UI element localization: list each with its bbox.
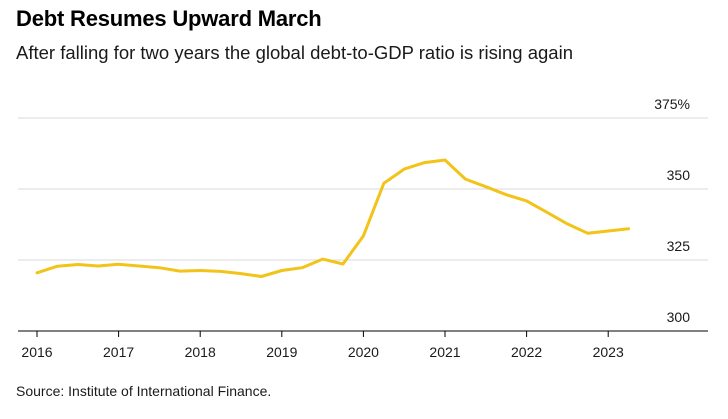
y-tick-labels: 300 325 350 375% xyxy=(654,96,690,325)
y-tick-label-375: 375% xyxy=(654,96,690,112)
source-note: Source: Institute of International Finan… xyxy=(16,383,272,399)
x-axis xyxy=(18,330,708,337)
x-tick-label-2020: 2020 xyxy=(348,344,379,360)
x-tick-labels: 2016 2017 2018 2019 2020 2021 2022 2023 xyxy=(21,344,624,360)
x-tick-label-2021: 2021 xyxy=(429,344,460,360)
series-line-0 xyxy=(35,158,631,278)
gridlines xyxy=(18,117,708,261)
x-tick-label-2016: 2016 xyxy=(21,344,52,360)
x-tick-label-2023: 2023 xyxy=(593,344,624,360)
y-tick-label-350: 350 xyxy=(667,167,691,183)
x-tick-label-2019: 2019 xyxy=(266,344,297,360)
series-layer xyxy=(35,158,631,278)
y-tick-label-300: 300 xyxy=(667,309,691,325)
chart-subtitle: After falling for two years the global d… xyxy=(16,42,573,63)
chart-title: Debt Resumes Upward March xyxy=(16,6,322,31)
x-tick-label-2022: 2022 xyxy=(511,344,542,360)
x-tick-label-2018: 2018 xyxy=(185,344,216,360)
y-tick-label-325: 325 xyxy=(667,238,691,254)
x-tick-label-2017: 2017 xyxy=(103,344,134,360)
